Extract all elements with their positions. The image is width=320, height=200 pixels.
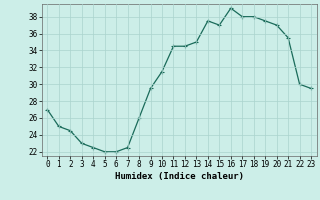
X-axis label: Humidex (Indice chaleur): Humidex (Indice chaleur) bbox=[115, 172, 244, 181]
